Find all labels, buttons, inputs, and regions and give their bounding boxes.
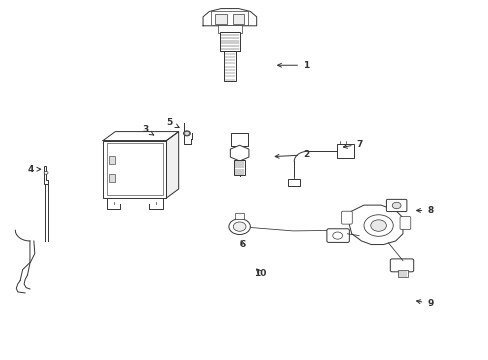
Circle shape — [391, 202, 400, 209]
Bar — [211, 11, 248, 25]
Circle shape — [370, 220, 386, 231]
Bar — [288, 179, 300, 186]
Bar — [220, 32, 239, 51]
Circle shape — [44, 171, 48, 174]
FancyBboxPatch shape — [341, 211, 351, 224]
Circle shape — [183, 131, 190, 136]
Text: 8: 8 — [416, 206, 433, 215]
Bar — [397, 270, 407, 277]
Bar — [217, 25, 242, 33]
FancyBboxPatch shape — [399, 217, 410, 229]
Circle shape — [363, 215, 392, 236]
Bar — [103, 140, 166, 198]
Text: 4: 4 — [27, 165, 41, 174]
Bar — [107, 143, 162, 195]
Circle shape — [228, 219, 250, 234]
Text: 9: 9 — [416, 299, 433, 308]
Polygon shape — [348, 205, 402, 244]
Text: 6: 6 — [239, 240, 245, 249]
Bar — [224, 51, 235, 81]
Bar — [230, 134, 248, 146]
Bar — [234, 160, 244, 175]
Polygon shape — [183, 131, 189, 135]
FancyBboxPatch shape — [326, 229, 348, 242]
Text: 2: 2 — [275, 150, 308, 159]
Text: 5: 5 — [166, 118, 179, 127]
Bar — [336, 144, 353, 158]
Polygon shape — [43, 166, 48, 184]
Text: 1: 1 — [277, 61, 308, 70]
Polygon shape — [166, 132, 178, 198]
Bar — [234, 213, 244, 220]
Polygon shape — [103, 132, 178, 140]
Text: 7: 7 — [343, 140, 362, 149]
Circle shape — [233, 222, 245, 231]
Circle shape — [332, 232, 342, 239]
Bar — [215, 14, 226, 24]
Bar — [109, 156, 115, 164]
FancyBboxPatch shape — [389, 259, 413, 272]
Text: 10: 10 — [254, 269, 266, 278]
Bar — [232, 14, 244, 24]
Polygon shape — [230, 145, 248, 161]
FancyBboxPatch shape — [386, 199, 406, 212]
Bar — [109, 174, 115, 182]
Text: 3: 3 — [142, 125, 153, 135]
